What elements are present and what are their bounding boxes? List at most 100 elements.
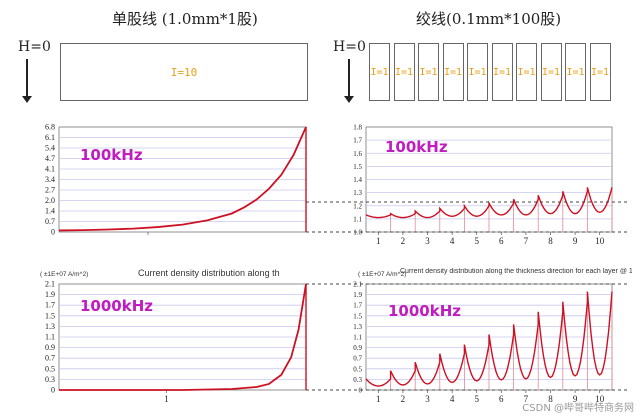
right-bottom-y-tick: 1.1 <box>353 334 362 342</box>
right-top-x-tick: 9 <box>573 236 578 246</box>
left-top-freq-label: 100kHz <box>80 146 143 164</box>
right-top-x-tick: 2 <box>401 236 406 246</box>
right-bottom-series-line <box>365 291 613 387</box>
right-top-x-tick: 8 <box>548 236 553 246</box>
left-down-arrow-icon <box>22 59 32 103</box>
litz-strand-label: I=1 <box>394 66 414 78</box>
right-bottom-y-tick: 2.1 <box>353 281 362 289</box>
right-top-y-tick: 1.1 <box>353 215 362 223</box>
left-top-y-tick: 2.7 <box>45 186 55 195</box>
left-bottom-y-tick: 1.1 <box>45 333 55 342</box>
right-bottom-y-tick: 0.9 <box>353 344 362 352</box>
right-top-y-tick: 1.2 <box>353 202 362 210</box>
litz-strand: I=1 <box>540 43 562 101</box>
right-top-series-line <box>365 187 613 219</box>
left-top-y-tick: 2.0 <box>45 196 55 205</box>
litz-strand: I=1 <box>516 43 537 101</box>
right-bottom-x-tick: 4 <box>450 394 455 404</box>
right-top-chart: 1.8 1.7 1.6 1.5 1.4 1.3 1.2 1.1 1.0 1 2 3 4 5 6 7 8 9 10 <box>353 124 613 246</box>
left-top-series-line <box>58 126 307 232</box>
right-top-x-tick: 5 <box>474 236 479 246</box>
right-bottom-x-tick: 3 <box>425 394 430 404</box>
right-h-label: H=0 <box>333 39 366 55</box>
right-bottom-x-tick: 10 <box>595 394 605 404</box>
right-bottom-x-tick: 5 <box>474 394 479 404</box>
right-bottom-y-tick: 1.5 <box>353 312 362 320</box>
right-bottom-x-tick: 8 <box>548 394 553 404</box>
single-conductor: I=10 <box>60 43 308 101</box>
left-bottom-unit: ( ±1E+07 A/m^2) <box>40 271 89 278</box>
right-bottom-y-tick: 0.3 <box>353 376 362 384</box>
litz-strand: I=1 <box>369 43 390 101</box>
right-top-x-tick: 10 <box>595 236 605 246</box>
right-top-x-tick: 1 <box>376 236 381 246</box>
right-top-x-tick: 4 <box>450 236 455 246</box>
right-bottom-x-tick: 2 <box>401 394 406 404</box>
right-bottom-freq-label: 1000kHz <box>388 302 462 320</box>
litz-strand: I=1 <box>589 43 611 101</box>
left-bottom-y-tick: 1.5 <box>45 311 55 320</box>
right-down-arrow-icon <box>344 59 354 103</box>
left-top-y-tick: 4.1 <box>45 165 55 174</box>
left-top-y-tick: 5.4 <box>45 144 55 153</box>
right-bottom-unit: ( ±1E+07 A/m^2) <box>358 271 407 278</box>
left-bottom-y-tick: 1.3 <box>45 322 55 331</box>
right-top-x-tick: 6 <box>499 236 504 246</box>
right-title: 绞线(0.1mm*100股) <box>416 10 562 28</box>
left-title: 单股线 (1.0mm*1股) <box>112 10 258 28</box>
right-top-y-tick: 1.6 <box>353 150 362 158</box>
litz-strand: I=1 <box>393 43 415 101</box>
left-top-y-tick: 0.7 <box>45 217 55 226</box>
left-bottom-y-tick: 0.3 <box>45 375 55 384</box>
right-bottom-y-tick: 1.7 <box>353 302 362 310</box>
litz-strand-label: I=1 <box>590 66 610 78</box>
left-bottom-y-tick: 1.9 <box>45 290 55 299</box>
right-top-y-tick: 1.4 <box>353 176 362 184</box>
left-bottom-y-tick: 1.7 <box>45 301 55 310</box>
left-bottom-chart: 2.11.9 1.71.5 1.3 1.10.9 0.70.5 0.3 0 1 <box>45 280 307 404</box>
left-bottom-y-tick: 0.9 <box>45 343 55 352</box>
right-top-freq-label: 100kHz <box>385 138 448 156</box>
right-bottom-x-tick: 9 <box>573 394 578 404</box>
right-bottom-y-tick: 1.3 <box>353 323 362 331</box>
left-top-y-tick: 4.7 <box>45 154 55 163</box>
litz-strand: I=1 <box>565 43 586 101</box>
right-bottom-x-tick: 1 <box>376 394 381 404</box>
right-top-y-tick: 1.0 <box>353 229 362 237</box>
left-bottom-y-tick: 0 <box>51 386 55 395</box>
left-top-y-tick: 1.4 <box>45 207 55 216</box>
left-bottom-y-tick: 2.1 <box>45 280 55 289</box>
left-h-label: H=0 <box>18 39 51 55</box>
watermark: CSDN @哔哥哔特商务网 <box>522 403 634 414</box>
litz-strand-label: I=1 <box>468 66 487 78</box>
right-bottom-y-tick: 0.7 <box>353 355 362 363</box>
right-top-x-tick: 7 <box>524 236 529 246</box>
right-bottom-x-tick: 6 <box>499 394 504 404</box>
right-bottom-y-tick: 1.9 <box>353 291 362 299</box>
left-top-y-tick: 0 <box>51 228 55 237</box>
litz-strand-label: I=1 <box>492 66 512 78</box>
left-bottom-y-tick: 0.7 <box>45 354 55 363</box>
litz-strand-label: I=1 <box>517 66 536 78</box>
litz-strand: I=1 <box>491 43 513 101</box>
left-bottom-series-line <box>59 283 307 391</box>
right-top-y-tick: 1.8 <box>353 124 362 132</box>
left-top-chart: 6.86.1 5.44.7 4.13.4 2.72.0 1.40.7 0 <box>45 123 307 237</box>
right-bottom-chart: 2.1 1.9 1.7 1.5 1.3 1.1 0.9 0.7 0.5 0.3 0 1 2 3 4 5 6 7 8 9… <box>353 281 613 404</box>
litz-strand-label: I=1 <box>419 66 438 78</box>
right-bottom-x-tick: 7 <box>524 394 529 404</box>
litz-strand: I=1 <box>442 43 464 101</box>
right-bottom-chart-title: Current density distribution along the t… <box>400 268 632 275</box>
right-bottom-y-tick: 0 <box>359 387 363 395</box>
left-top-y-tick: 6.1 <box>45 133 55 142</box>
right-bottom-y-tick: 0.5 <box>353 365 362 373</box>
litz-strand-label: I=1 <box>566 66 585 78</box>
litz-strand-label: I=1 <box>443 66 463 78</box>
single-conductor-label: I=10 <box>170 65 198 79</box>
left-bottom-chart-title: Current density distribution along th <box>138 268 280 278</box>
left-bottom-freq-label: 1000kHz <box>80 297 154 315</box>
litz-strand-label: I=1 <box>541 66 561 78</box>
right-top-y-tick: 1.5 <box>353 163 362 171</box>
litz-strand: I=1 <box>467 43 488 101</box>
